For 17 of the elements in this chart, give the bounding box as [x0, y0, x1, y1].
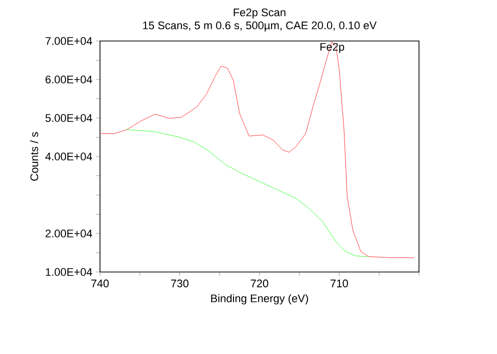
annotation: Fe2p	[320, 42, 344, 53]
y-tick-label: 1.00E+04	[46, 268, 92, 276]
chart-title: Fe2p Scan	[234, 8, 286, 18]
x-tick-label: 740	[91, 280, 109, 288]
y-tick-label: 6.00E+04	[46, 76, 92, 84]
y-tick-label: 5.00E+04	[46, 114, 92, 122]
line-series	[126, 129, 369, 257]
x-axis-title: Binding Energy (eV)	[211, 294, 308, 304]
line-series	[100, 42, 414, 258]
chart-subtitle: 15 Scans, 5 m 0.6 s, 500µm, CAE 20.0, 0.10 eV	[143, 22, 377, 32]
y-axis-title: Counts / s	[30, 132, 38, 181]
y-tick-label: 2.00E+04	[46, 230, 92, 238]
y-tick-label: 7.00E+04	[46, 37, 92, 45]
y-tick-label: 4.00E+04	[45, 152, 92, 160]
x-tick-label: 720	[250, 280, 268, 288]
x-tick-label: 710	[330, 280, 348, 288]
x-tick-label: 730	[171, 280, 188, 288]
